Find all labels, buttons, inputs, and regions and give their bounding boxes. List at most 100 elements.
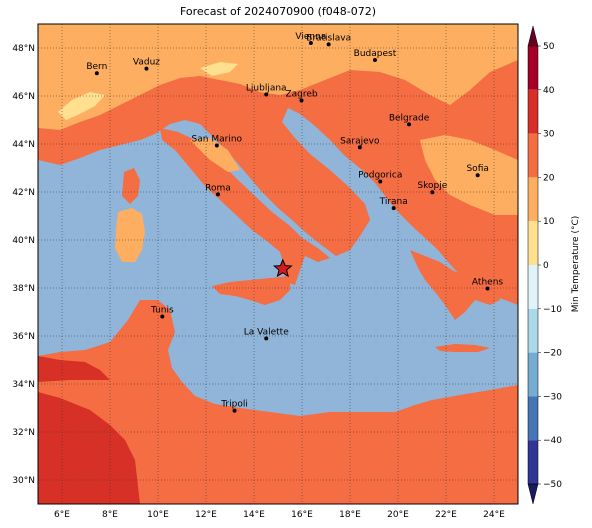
- colorbar-segment: [528, 89, 538, 134]
- city-label: Budapest: [354, 49, 397, 59]
- city-label: Vaduz: [133, 58, 160, 68]
- colorbar-label: Min Temperature (°C): [571, 216, 581, 313]
- city-dot: [475, 173, 480, 178]
- land-sardinia: [115, 208, 145, 262]
- city-dot: [216, 192, 220, 197]
- lat-tick-label: 30°N: [12, 476, 35, 486]
- city-label: Tunis: [150, 306, 174, 316]
- city-dot: [299, 98, 304, 103]
- land-corsica: [122, 168, 140, 204]
- colorbar-segment: [528, 177, 538, 222]
- city-dot: [264, 336, 269, 341]
- city-label: Tirana: [379, 197, 408, 207]
- city-label: Belgrade: [389, 113, 430, 123]
- lat-tick-label: 36°N: [12, 332, 35, 342]
- city-dot: [160, 314, 165, 319]
- colorbar-tick-label: 20: [543, 173, 555, 183]
- lat-tick-label: 46°N: [12, 92, 35, 102]
- colorbar: [527, 25, 539, 505]
- colorbar-segment: [528, 46, 538, 90]
- land-sicily: [212, 276, 290, 305]
- lon-tick-label: 10°E: [147, 510, 169, 520]
- colorbar-segment: [528, 221, 538, 265]
- map-frame: [37, 23, 519, 505]
- city-dot: [485, 286, 490, 291]
- land-cool-alps-2: [200, 62, 238, 76]
- city-dot: [407, 122, 412, 127]
- lon-tick-label: 20°E: [387, 510, 409, 520]
- colorbar-tick-label: −10: [543, 305, 562, 315]
- lon-tick-label: 16°E: [291, 510, 313, 520]
- lon-tick-label: 22°E: [435, 510, 457, 520]
- lat-tick-label: 40°N: [12, 236, 35, 246]
- lat-tick-label: 48°N: [12, 44, 35, 54]
- city-label: Vienna: [295, 32, 326, 42]
- city-label: Ljubljana: [246, 84, 287, 94]
- lon-tick-label: 18°E: [339, 510, 361, 520]
- colorbar-segment: [528, 440, 538, 484]
- colorbar-segment: [528, 133, 538, 178]
- colorbar-tick-label: 10: [543, 217, 555, 227]
- city-dot: [232, 408, 237, 413]
- lat-tick-label: 42°N: [12, 188, 35, 198]
- city-dot: [308, 40, 313, 45]
- city-label: Bern: [86, 62, 107, 72]
- city-label: Sofia: [466, 164, 488, 174]
- city-dot: [378, 179, 383, 184]
- colorbar-segment: [528, 265, 538, 309]
- land-north-africa-hot: [38, 356, 110, 382]
- colorbar-ticks: 50 40 30 20 10 0 −10 −20 −30 −40 −50: [538, 42, 562, 490]
- longitude-ticks: 6°E 8°E 10°E 12°E 14°E 16°E 18°E 20°E 22°E 24°E: [54, 510, 505, 520]
- city-dot: [391, 206, 396, 211]
- city-label: Roma: [205, 183, 231, 193]
- land-crete: [435, 344, 490, 352]
- land-italy: [160, 128, 330, 285]
- city-label: Skopje: [417, 181, 447, 191]
- land-sahara-hot: [38, 392, 140, 504]
- colorbar-tick-label: −50: [543, 480, 562, 490]
- city-dot: [264, 92, 269, 97]
- land-mild-north: [38, 24, 518, 130]
- lon-tick-label: 14°E: [243, 510, 265, 520]
- lat-tick-label: 38°N: [12, 284, 35, 294]
- colorbar-tick-label: 50: [543, 42, 555, 52]
- city-dot: [94, 71, 99, 76]
- lat-tick-label: 32°N: [12, 428, 35, 438]
- city-label: Zagreb: [285, 90, 317, 100]
- graticule: [38, 24, 518, 504]
- city-dot: [144, 66, 149, 71]
- colorbar-tick-label: 30: [543, 130, 555, 140]
- colorbar-segment: [528, 352, 538, 397]
- colorbar-extend-top: [527, 25, 539, 47]
- colorbar-segment: [528, 308, 538, 353]
- colorbar-tick-label: −40: [543, 436, 562, 446]
- colorbar-tick-label: 40: [543, 86, 555, 96]
- colorbar-tick-label: −30: [543, 392, 562, 402]
- lon-tick-label: 6°E: [54, 510, 70, 520]
- city-dot: [357, 145, 362, 150]
- city-dot: [214, 143, 219, 148]
- colorbar-tick-label: 0: [543, 261, 549, 271]
- city-label: Athens: [472, 277, 503, 287]
- lat-tick-label: 34°N: [12, 380, 35, 390]
- lat-tick-label: 44°N: [12, 140, 35, 150]
- city-label: Bratislava: [306, 33, 351, 43]
- land-greece: [410, 250, 500, 320]
- city-label: Tripoli: [220, 400, 248, 410]
- city-label: La Valette: [244, 327, 289, 337]
- colorbar-extend-bottom: [527, 483, 539, 505]
- city-dot: [430, 190, 435, 195]
- city-label: Podgorica: [358, 170, 402, 180]
- land-europe-north: [38, 24, 518, 305]
- city-label: Sarajevo: [340, 136, 380, 146]
- land-mild-italy: [190, 138, 240, 172]
- city-dot: [372, 58, 377, 62]
- city-label: San Marino: [192, 134, 243, 144]
- land-mild-balkan: [420, 135, 518, 215]
- colorbar-segment: [528, 396, 538, 441]
- lon-tick-label: 8°E: [102, 510, 118, 520]
- latitude-ticks: 48°N 46°N 44°N 42°N 40°N 38°N 36°N 34°N 32°N 30°N: [12, 44, 35, 486]
- land-cool-alps: [58, 92, 105, 120]
